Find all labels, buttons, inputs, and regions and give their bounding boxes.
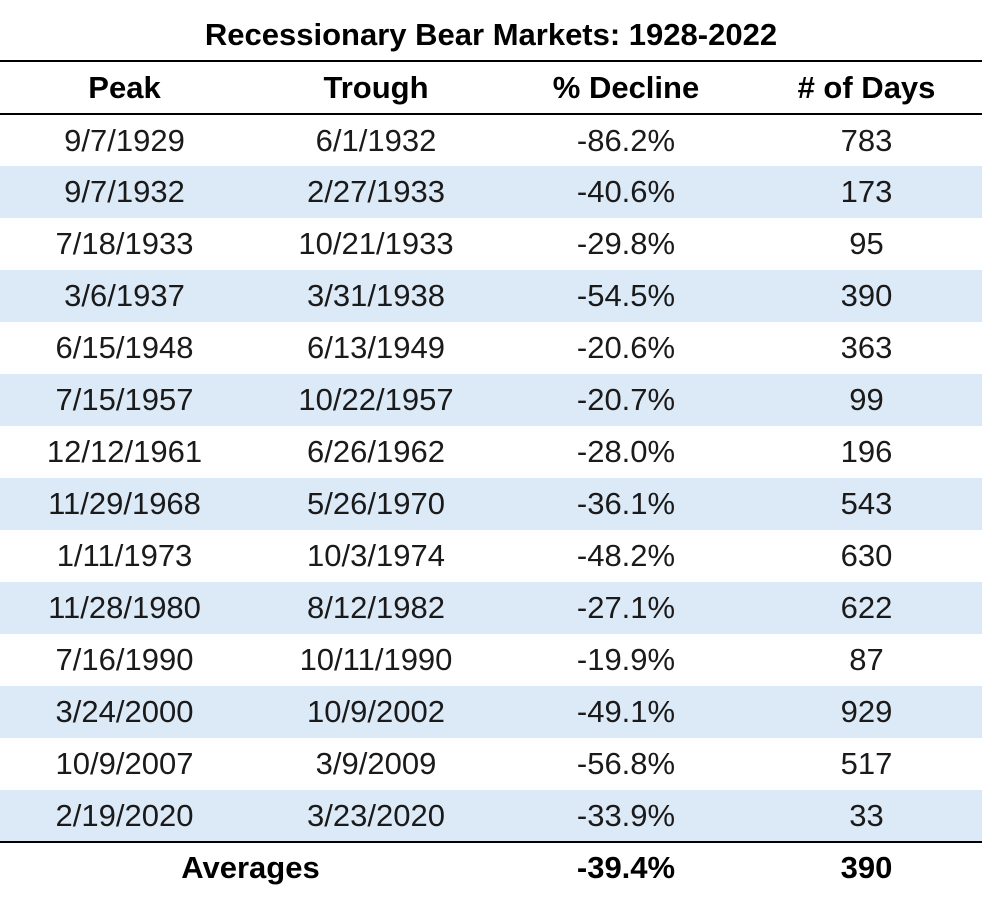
cell-decline: -28.0% (576, 434, 676, 469)
header-row: Peak Trough % Decline # of Days (0, 61, 982, 114)
cell-peak: 9/7/1932 (0, 166, 251, 218)
cell-days: 517 (840, 746, 893, 781)
averages-decline: -39.4% (576, 849, 676, 885)
cell-peak: 9/7/1929 (64, 122, 185, 158)
cell-days: 363 (840, 330, 893, 365)
cell-trough: 10/22/1957 (251, 374, 501, 426)
cell-decline: -56.8% (576, 746, 676, 781)
cell-decline: -33.9% (501, 790, 751, 842)
cell-days: 630 (840, 538, 893, 573)
cell-decline: -20.7% (501, 374, 751, 426)
cell-trough: 5/26/1970 (251, 478, 501, 530)
cell-peak: 1/11/1973 (56, 538, 193, 573)
table-row: 11/28/1980 8/12/1982 -27.1% 622 (0, 582, 982, 634)
table-title: Recessionary Bear Markets: 1928-2022 (204, 17, 778, 52)
header-decline: % Decline (552, 69, 700, 105)
table-row: 12/12/1961 6/26/1962 -28.0% 196 (0, 426, 982, 478)
cell-trough: 6/1/1932 (315, 122, 437, 158)
cell-peak: 2/19/2020 (0, 790, 251, 842)
cell-days: 99 (751, 374, 982, 426)
cell-days: 543 (751, 478, 982, 530)
header-days: # of Days (797, 69, 936, 105)
cell-days: 929 (751, 686, 982, 738)
cell-decline: -29.8% (576, 226, 676, 261)
cell-decline: -49.1% (501, 686, 751, 738)
cell-peak: 3/24/2000 (0, 686, 251, 738)
cell-decline: -40.6% (501, 166, 751, 218)
cell-peak: 6/15/1948 (55, 330, 194, 365)
cell-days: 173 (751, 166, 982, 218)
cell-trough: 6/13/1949 (307, 330, 445, 365)
cell-trough: 10/21/1933 (298, 226, 454, 261)
bear-markets-table: Peak Trough % Decline # of Days 9/7/1929… (0, 60, 982, 892)
cell-trough: 2/27/1933 (251, 166, 501, 218)
cell-peak: 7/16/1990 (55, 642, 194, 677)
cell-peak: 11/28/1980 (0, 582, 251, 634)
table-row: 1/11/1973 10/3/1974 -48.2% 630 (0, 530, 982, 582)
header-peak: Peak (88, 69, 161, 105)
cell-days: 196 (840, 434, 893, 469)
table-row: 7/18/1933 10/21/1933 -29.8% 95 (0, 218, 982, 270)
table-row: 7/15/1957 10/22/1957 -20.7% 99 (0, 374, 982, 426)
cell-peak: 7/18/1933 (55, 226, 194, 261)
cell-decline: -54.5% (501, 270, 751, 322)
cell-trough: 10/3/1974 (307, 538, 445, 573)
table-body: 9/7/1929 6/1/1932 -86.2% 783 9/7/1932 2/27/19… (0, 114, 982, 842)
cell-days: 783 (840, 122, 893, 158)
cell-trough: 3/31/1938 (251, 270, 501, 322)
cell-trough: 10/11/1990 (299, 642, 453, 677)
cell-days: 33 (751, 790, 982, 842)
header-trough: Trough (323, 69, 429, 105)
cell-trough: 6/26/1962 (307, 434, 445, 469)
table-row: 10/9/2007 3/9/2009 -56.8% 517 (0, 738, 982, 790)
cell-peak: 3/6/1937 (0, 270, 251, 322)
cell-decline: -20.6% (576, 330, 676, 365)
cell-decline: -48.2% (576, 538, 676, 573)
averages-label: Averages (181, 849, 320, 885)
cell-days: 390 (751, 270, 982, 322)
cell-decline: -27.1% (501, 582, 751, 634)
cell-decline: -19.9% (576, 642, 676, 677)
cell-peak: 10/9/2007 (55, 746, 194, 781)
table-row: 3/24/2000 10/9/2002 -49.1% 929 (0, 686, 982, 738)
table-row: 6/15/1948 6/13/1949 -20.6% 363 (0, 322, 982, 374)
cell-decline: -86.2% (576, 122, 676, 158)
cell-trough: 3/23/2020 (251, 790, 501, 842)
cell-peak: 12/12/1961 (46, 434, 203, 469)
table-row: 3/6/1937 3/31/1938 -54.5% 390 (0, 270, 982, 322)
averages-row: Averages -39.4% 390 (0, 842, 982, 892)
cell-days: 622 (751, 582, 982, 634)
table-row: 7/16/1990 10/11/1990 -19.9% 87 (0, 634, 982, 686)
table-row: 2/19/2020 3/23/2020 -33.9% 33 (0, 790, 982, 842)
table-row: 9/7/1932 2/27/1933 -40.6% 173 (0, 166, 982, 218)
table-row: 9/7/1929 6/1/1932 -86.2% 783 (0, 114, 982, 166)
cell-peak: 7/15/1957 (0, 374, 251, 426)
table-row: 11/29/1968 5/26/1970 -36.1% 543 (0, 478, 982, 530)
cell-trough: 8/12/1982 (251, 582, 501, 634)
averages-days: 390 (840, 849, 893, 885)
cell-days: 87 (849, 642, 884, 677)
cell-decline: -36.1% (501, 478, 751, 530)
cell-peak: 11/29/1968 (0, 478, 251, 530)
cell-trough: 3/9/2009 (315, 746, 437, 781)
cell-days: 95 (849, 226, 884, 261)
cell-trough: 10/9/2002 (251, 686, 501, 738)
